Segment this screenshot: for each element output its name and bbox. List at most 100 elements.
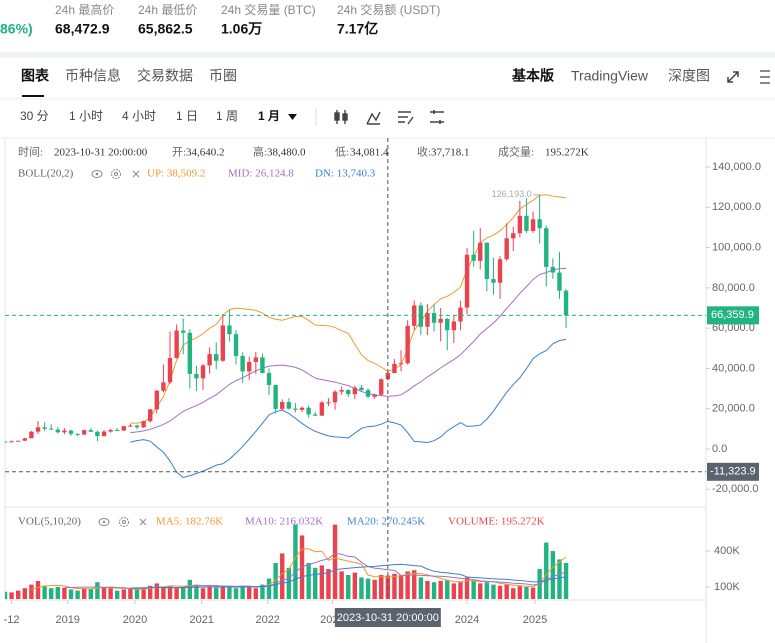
candle-body: [524, 215, 529, 231]
volume-ma: [31, 548, 567, 590]
interval[interactable]: 1 周: [216, 109, 238, 123]
boll-value: UP: 38,509.2: [147, 168, 205, 180]
eye-pupil: [102, 520, 106, 524]
settings-icon: [119, 517, 129, 527]
volume-bar: [121, 589, 127, 599]
dropdown-arrow[interactable]: [288, 114, 297, 120]
interval[interactable]: 4 小时: [122, 109, 156, 123]
volume-bar: [504, 584, 509, 599]
candle-body: [458, 307, 463, 322]
volume-bar: [253, 588, 259, 599]
candle-body: [530, 219, 536, 231]
candle-body: [62, 430, 67, 433]
candle-body: [16, 440, 21, 442]
candle-body: [392, 363, 397, 374]
volume-bar: [563, 563, 569, 599]
tab[interactable]: 交易数据: [137, 68, 193, 84]
volume-bar: [174, 588, 179, 599]
candle-body: [200, 365, 206, 379]
info-label: 成交量:: [498, 145, 534, 159]
separator-band: [0, 52, 775, 58]
view-option[interactable]: TradingView: [571, 68, 649, 84]
candle-type-icon[interactable]: [334, 110, 348, 124]
candle-body: [280, 402, 285, 409]
draw-icon[interactable]: [398, 111, 414, 125]
candle-body: [445, 318, 450, 331]
volume-bar: [75, 590, 80, 599]
boll-value: DN: 13,740.3: [315, 168, 376, 180]
indicator-icon[interactable]: [366, 111, 381, 125]
candle-body: [563, 290, 569, 316]
boll-up: [130, 194, 567, 424]
tab[interactable]: 币种信息: [65, 68, 121, 84]
candle-body: [339, 390, 344, 392]
candle-body: [42, 427, 47, 429]
candle-body: [55, 429, 61, 433]
volume-bar: [247, 587, 252, 599]
candle-body: [134, 425, 140, 428]
volume-bar: [161, 587, 166, 599]
interval[interactable]: 1 小时: [69, 109, 103, 123]
volume-bar: [332, 524, 338, 599]
candle-body: [471, 254, 476, 261]
candle-body: [478, 242, 483, 261]
candle-body: [352, 387, 358, 395]
fullscreen-icon[interactable]: [727, 71, 739, 83]
view-option[interactable]: 基本版: [512, 68, 554, 84]
stat-label: 24h 交易量 (BTC): [221, 2, 316, 17]
candle-body: [319, 402, 325, 416]
candle-body: [29, 431, 34, 439]
x-tick-label: 2019: [55, 614, 79, 626]
y-tick-label: 80,000.0: [712, 282, 755, 294]
volume-bar: [326, 569, 331, 599]
candle-body: [9, 441, 14, 443]
interval[interactable]: 1 日: [176, 109, 198, 123]
candle-body: [537, 219, 542, 229]
settings-icon[interactable]: [430, 110, 444, 124]
view-option[interactable]: 深度图: [668, 68, 710, 84]
candle-body: [207, 354, 212, 366]
candle-body: [161, 382, 166, 391]
interval[interactable]: 30 分: [20, 109, 49, 123]
volume-bar: [148, 585, 153, 599]
volume-bar: [82, 588, 87, 599]
eye-pupil: [95, 172, 99, 176]
volume-bar: [339, 571, 344, 599]
volume-bar: [227, 587, 232, 599]
volume-bar: [88, 588, 94, 599]
candle-body: [115, 429, 120, 431]
stat-label: 24h 交易额 (USDT): [337, 2, 440, 17]
volume-bar: [524, 587, 529, 599]
candle-body: [82, 430, 87, 435]
tab[interactable]: 图表: [21, 68, 50, 84]
volume-bar: [29, 584, 34, 599]
interval[interactable]: 1 月: [258, 109, 280, 123]
volume-bar: [167, 585, 173, 599]
candle-body: [464, 254, 470, 308]
interval-bar: 30 分 1 小时 4 小时 1 日 1 周 1 月: [20, 108, 444, 126]
volume-bar: [458, 582, 463, 599]
volume-bar: [478, 583, 483, 599]
info-value: 34,640.2: [186, 147, 225, 159]
candle-body: [438, 318, 443, 323]
volume-bar: [550, 551, 556, 599]
candle-body: [227, 325, 232, 335]
volume-bar: [42, 585, 47, 599]
volume-tick-label: 100K: [714, 581, 740, 593]
x-tick-label: 2021: [189, 614, 213, 626]
menu-icon[interactable]: [760, 70, 770, 84]
tab-underline: [22, 95, 44, 97]
info-label: 开:: [172, 147, 186, 159]
volume-value: MA20: 270.245K: [347, 516, 425, 528]
volume-value: VOLUME: 195.272K: [448, 516, 545, 528]
candle-body: [154, 390, 160, 410]
volume-bar: [365, 578, 371, 599]
candle-body: [359, 387, 364, 391]
candle-body: [504, 238, 509, 260]
volume-bar: [187, 579, 193, 599]
tab[interactable]: 币圈: [209, 68, 237, 84]
volume-bar: [101, 587, 107, 599]
x-tick-label: 2020: [123, 614, 147, 626]
volume-bar: [68, 589, 74, 599]
volume-bar: [16, 590, 21, 599]
